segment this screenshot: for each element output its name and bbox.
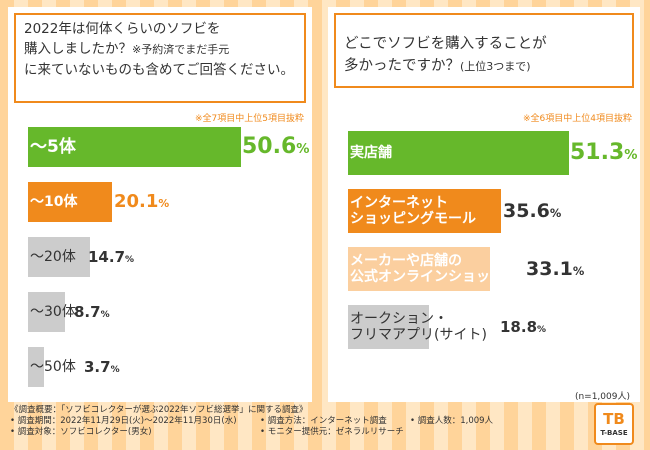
right-question-line1: どこでソフビを購入することが xyxy=(344,36,547,52)
bar-4 xyxy=(28,347,44,387)
footer-method: • 調査方法：インターネット調査 xyxy=(260,416,387,426)
left-question-line1: 2022年は何体くらいのソフビを xyxy=(24,21,221,37)
bar-value-0: 50.6% xyxy=(242,133,310,159)
footer-target: • 調査対象：ソフビコレクター(男女) xyxy=(10,427,152,437)
bar-0 xyxy=(348,131,569,175)
bar-0 xyxy=(28,127,241,167)
bar-label-4: 〜50体 xyxy=(30,359,76,375)
footer-period: • 調査期間：2022年11月29日(火)〜2022年11月30日(水) xyxy=(10,416,237,426)
bar-3 xyxy=(28,292,65,332)
right-question-note: (上位3つまで) xyxy=(460,60,531,73)
right-question-line2: 多かったですか？ xyxy=(344,58,460,74)
bar-label-3: 〜30体 xyxy=(30,304,76,320)
bar-1 xyxy=(348,189,502,233)
bar-label-3: オークション・ フリマアプリ(サイト) xyxy=(350,311,487,343)
tbase-logo: TB T-BASE xyxy=(594,403,634,445)
bar-value-2: 14.7% xyxy=(88,248,135,266)
footer-title: 《調査概要：「ソフビコレクターが選ぶ2022年ソフビ総選挙」に関する調査》 xyxy=(10,405,308,415)
bar-1 xyxy=(28,182,113,222)
logo-name: T-BASE xyxy=(600,429,628,437)
left-question-line2: 購入しましたか？ xyxy=(24,41,132,57)
left-question-box: 2022年は何体くらいのソフビを 購入しましたか？※予約済でまだ手元 に来ていな… xyxy=(14,13,306,103)
right-chart-card: どこでソフビを購入することが 多かったですか？(上位3つまで) ※全6項目中上位… xyxy=(328,7,640,402)
bar-3 xyxy=(348,305,429,349)
bar-value-2: 33.1% xyxy=(526,257,585,280)
bar-2 xyxy=(28,237,90,277)
bar-label-2: 〜20体 xyxy=(30,249,76,265)
bar-value-0: 51.3% xyxy=(570,139,638,165)
bar-value-1: 20.1% xyxy=(114,191,170,213)
right-subnote: ※全6項目中上位4項目抜粋 xyxy=(523,114,632,124)
bar-label-0: 実店舗 xyxy=(350,145,392,161)
bar-label-2: メーカーや店舗の 公式オンラインショップ xyxy=(350,253,504,285)
bar-label-1: 〜10体 xyxy=(30,194,78,210)
bar-value-3: 18.8% xyxy=(500,318,547,336)
bar-value-1: 35.6% xyxy=(503,199,562,222)
bar-value-3: 8.7% xyxy=(74,303,110,321)
left-subnote: ※全7項目中上位5項目抜粋 xyxy=(195,114,304,124)
logo-mark: TB xyxy=(603,410,625,428)
left-question-line3: に来ていないものも含めてご回答ください。 xyxy=(24,62,294,78)
right-question-box: どこでソフビを購入することが 多かったですか？(上位3つまで) xyxy=(334,13,634,88)
footer-people: • 調査人数：1,009人 xyxy=(410,416,494,426)
bar-2 xyxy=(348,247,491,291)
sample-size-label: (n=1,009人) xyxy=(574,392,630,402)
left-question-note: ※予約済でまだ手元 xyxy=(132,43,230,56)
bar-label-1: インターネット ショッピングモール xyxy=(350,195,476,227)
footer-provider: • モニター提供元：ゼネラルリサーチ xyxy=(260,427,404,437)
bar-value-4: 3.7% xyxy=(84,358,120,376)
bar-label-0: 〜5体 xyxy=(30,137,76,157)
left-chart-card: 2022年は何体くらいのソフビを 購入しましたか？※予約済でまだ手元 に来ていな… xyxy=(8,7,312,402)
survey-footer: 《調査概要：「ソフビコレクターが選ぶ2022年ソフビ総選挙」に関する調査》 • … xyxy=(10,405,590,438)
